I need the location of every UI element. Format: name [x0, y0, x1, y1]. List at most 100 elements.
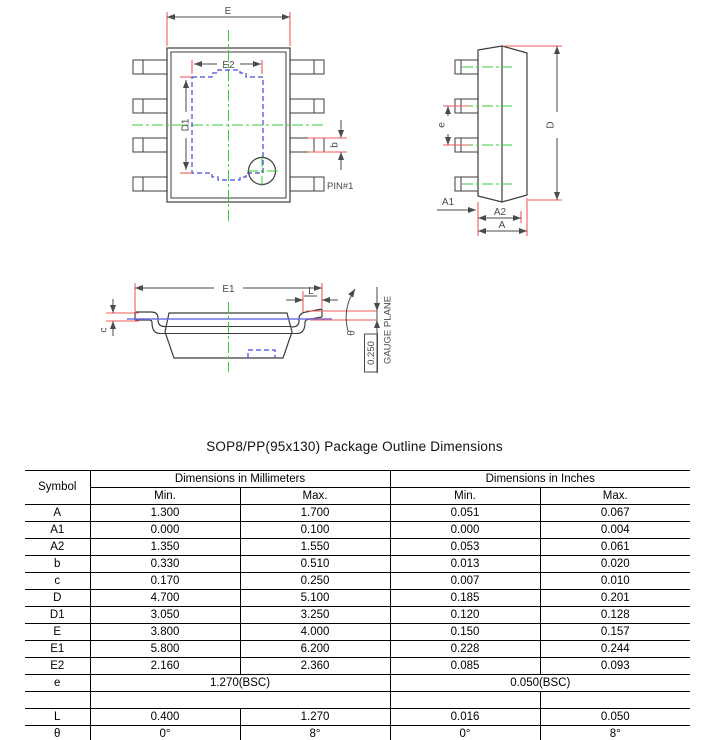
- symbol-cell: A: [25, 504, 91, 522]
- value-cell: 0.228: [389, 640, 541, 658]
- value-cell: 0.330: [89, 555, 241, 573]
- value-cell: 0.157: [539, 623, 690, 641]
- symbol-cell: L: [25, 708, 91, 726]
- value-cell: 0.000: [389, 521, 541, 539]
- value-cell: 0.010: [539, 572, 690, 590]
- dimensions-table-body: A 1.300 1.700 0.051 0.067 A1 0.000 0.100 0.000 0.…: [25, 504, 690, 740]
- table-row: A1 0.000 0.100 0.000 0.004: [25, 521, 690, 539]
- value-cell: 4.700: [89, 589, 241, 607]
- dimensions-table: Symbol Dimensions in Millimeters Dimensi…: [25, 470, 690, 740]
- front-body-outline: [164, 312, 293, 359]
- symbol-cell: [25, 691, 91, 709]
- value-cell: [389, 691, 541, 709]
- package-side-view: e D A1 A2 A: [437, 45, 562, 236]
- symbol-cell: E: [25, 623, 91, 641]
- table-row: b 0.330 0.510 0.013 0.020: [25, 555, 690, 573]
- value-cell: 0.051: [389, 504, 541, 522]
- header-mm: Dimensions in Millimeters: [89, 470, 391, 488]
- value-cell: 8°: [239, 725, 391, 740]
- symbol-cell: E2: [25, 657, 91, 675]
- header-in-min: Min.: [389, 487, 541, 505]
- theta-arc: [345, 288, 356, 332]
- symbol-cell: b: [25, 555, 91, 573]
- value-cell: 0°: [89, 725, 241, 740]
- header-inches: Dimensions in Inches: [389, 470, 690, 488]
- pin1-label: PIN#1: [327, 181, 353, 192]
- value-cell: 3.250: [239, 606, 391, 624]
- value-cell: 1.270(BSC): [89, 674, 391, 692]
- value-cell: 0.085: [389, 657, 541, 675]
- value-cell: 0.053: [389, 538, 541, 556]
- symbol-cell: D1: [25, 606, 91, 624]
- value-cell: 0.067: [539, 504, 690, 522]
- dim-label-D1: D1: [181, 118, 192, 131]
- value-cell: [539, 691, 690, 709]
- symbol-cell: A1: [25, 521, 91, 539]
- value-cell: 0.061: [539, 538, 690, 556]
- table-row: E2 2.160 2.360 0.085 0.093: [25, 657, 690, 675]
- package-front-view: E1 L c θ 0.250 GAUGE PLANE: [99, 283, 394, 373]
- value-cell: 0.250: [239, 572, 391, 590]
- header-mm-max: Max.: [239, 487, 391, 505]
- symbol-cell: A2: [25, 538, 91, 556]
- gauge-plane-label: GAUGE PLANE: [383, 296, 394, 364]
- right-lead: [291, 308, 323, 335]
- value-cell: 0.400: [89, 708, 241, 726]
- value-cell: 0°: [389, 725, 541, 740]
- header-symbol: Symbol: [25, 470, 91, 505]
- value-cell: 6.200: [239, 640, 391, 658]
- symbol-cell: e: [25, 674, 91, 692]
- value-cell: 0.007: [389, 572, 541, 590]
- value-cell: 0.128: [539, 606, 690, 624]
- gauge-value: 0.250: [366, 341, 377, 365]
- value-cell: 1.300: [89, 504, 241, 522]
- value-cell: 0.004: [539, 521, 690, 539]
- value-cell: 0.150: [389, 623, 541, 641]
- table-row: A2 1.350 1.550 0.053 0.061: [25, 538, 690, 556]
- value-cell: 0.120: [389, 606, 541, 624]
- header-mm-min: Min.: [89, 487, 241, 505]
- value-cell: 0.016: [389, 708, 541, 726]
- value-cell: 1.270: [239, 708, 391, 726]
- value-cell: 3.050: [89, 606, 241, 624]
- table-row: θ 0° 8° 0° 8°: [25, 725, 690, 740]
- table-row: D 4.700 5.100 0.185 0.201: [25, 589, 690, 607]
- right-pins: [290, 59, 325, 192]
- value-cell: 0.244: [539, 640, 690, 658]
- value-cell: 8°: [539, 725, 690, 740]
- table-row: L 0.400 1.270 0.016 0.050: [25, 708, 690, 726]
- table-header-row: Symbol Dimensions in Millimeters Dimensi…: [25, 470, 690, 505]
- gauge-value-box: [364, 333, 378, 373]
- package-top-view: E E2 D1 b PIN#1: [132, 6, 353, 222]
- table-subheader-row: Min. Max. Min. Max.: [25, 487, 690, 505]
- dim-label-D: D: [546, 121, 557, 128]
- value-cell: 0.201: [539, 589, 690, 607]
- side-pins: [454, 59, 478, 192]
- value-cell: 0.170: [89, 572, 241, 590]
- value-cell: 0.050: [539, 708, 690, 726]
- value-cell: 5.800: [89, 640, 241, 658]
- dim-label-A2: A2: [494, 207, 507, 218]
- left-pins: [132, 59, 167, 192]
- dim-label-E1: E1: [222, 284, 235, 295]
- dim-label-b: b: [330, 142, 341, 148]
- value-cell: 0.100: [239, 521, 391, 539]
- table-row: E 3.800 4.000 0.150 0.157: [25, 623, 690, 641]
- dim-label-A1: A1: [442, 197, 455, 208]
- value-cell: 2.360: [239, 657, 391, 675]
- page-title: SOP8/PP(95x130) Package Outline Dimensio…: [206, 439, 503, 454]
- value-cell: 5.100: [239, 589, 391, 607]
- value-cell: 3.800: [89, 623, 241, 641]
- value-cell: 0.013: [389, 555, 541, 573]
- dim-label-L: L: [308, 286, 314, 297]
- dim-label-E: E: [225, 6, 232, 17]
- symbol-cell: D: [25, 589, 91, 607]
- dim-label-E2: E2: [222, 60, 235, 71]
- dim-label-c: c: [99, 328, 110, 333]
- symbol-cell: c: [25, 572, 91, 590]
- table-row: [25, 691, 690, 709]
- symbol-cell: E1: [25, 640, 91, 658]
- exposed-pad-outline: [191, 69, 264, 181]
- value-cell: 0.185: [389, 589, 541, 607]
